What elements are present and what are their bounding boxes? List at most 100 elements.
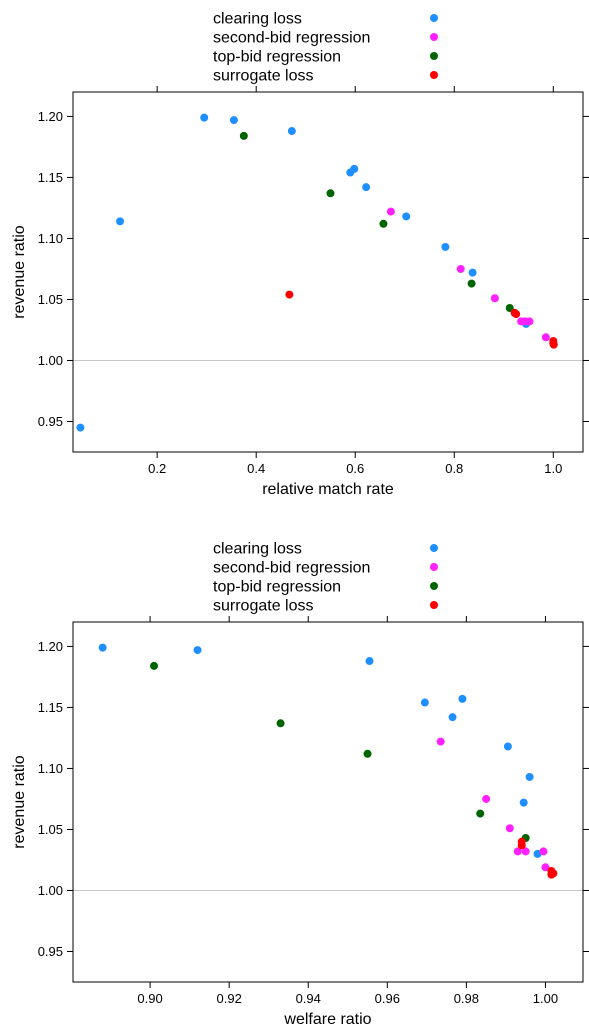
y-tick-label: 0.95 <box>38 414 63 429</box>
data-point <box>448 713 457 722</box>
legend-label: second-bid regression <box>213 30 370 47</box>
y-axis-label: revenue ratio <box>11 755 28 848</box>
data-point <box>362 183 371 192</box>
y-tick-label: 1.20 <box>38 639 63 654</box>
data-point <box>229 116 238 125</box>
series-surrogate-loss <box>285 290 558 349</box>
data-point <box>276 719 285 728</box>
y-tick-label: 1.15 <box>38 170 63 185</box>
data-point <box>505 304 514 312</box>
y-axis-label: revenue ratio <box>11 225 28 318</box>
x-tick-label: 0.94 <box>296 991 321 1006</box>
chart-2: clearing loss second-bid regression top-bi… <box>11 541 589 1028</box>
data-point <box>490 294 499 303</box>
data-point <box>467 279 476 288</box>
series-second-bid-regression <box>436 737 550 872</box>
data-point <box>476 809 485 818</box>
series-clearing-loss <box>98 643 542 858</box>
legend-label: surrogate loss <box>213 598 314 615</box>
x-tick-label: 0.8 <box>445 461 463 476</box>
data-point <box>521 847 530 856</box>
data-point <box>363 749 372 758</box>
data-point <box>468 268 477 277</box>
data-point <box>512 310 521 319</box>
legend-marker <box>430 14 438 22</box>
data-point <box>350 164 359 173</box>
x-tick-label: 0.6 <box>346 461 364 476</box>
data-point <box>517 841 526 850</box>
legend-label: top-bid regression <box>213 579 341 596</box>
plot-frame <box>72 621 584 983</box>
data-point <box>513 847 522 856</box>
data-point <box>200 113 209 122</box>
x-axis-label: relative match rate <box>262 481 394 498</box>
data-point <box>547 870 556 879</box>
chart-1: clearing loss second-bid regression top-bi… <box>11 11 589 498</box>
legend-label: second-bid regression <box>213 560 370 577</box>
data-point <box>525 317 534 326</box>
series-second-bid-regression <box>386 207 550 342</box>
data-point <box>98 643 107 652</box>
data-point <box>287 127 296 136</box>
data-point <box>539 847 548 856</box>
y-tick-label: 1.05 <box>38 292 63 307</box>
legend-marker <box>430 71 438 79</box>
x-tick-label: 1.0 <box>544 461 562 476</box>
y-tick-label: 0.95 <box>38 944 63 959</box>
data-point <box>386 207 395 216</box>
y-tick-label: 1.20 <box>38 109 63 124</box>
y-tick-label: 1.00 <box>38 353 63 368</box>
legend-marker <box>430 544 438 552</box>
legend-label: top-bid regression <box>213 49 341 66</box>
plot-frame <box>72 91 584 453</box>
x-tick-label: 0.4 <box>247 461 265 476</box>
data-point <box>116 217 125 226</box>
data-point <box>193 646 202 655</box>
legend-label: clearing loss <box>213 541 302 558</box>
series-clearing-loss <box>76 113 531 432</box>
y-tick-label: 1.10 <box>38 761 63 776</box>
legend-marker <box>430 33 438 41</box>
data-point <box>482 794 491 803</box>
data-point <box>239 131 248 140</box>
legend: clearing loss second-bid regression top-bi… <box>213 541 438 615</box>
y-tick-label: 1.10 <box>38 231 63 246</box>
data-point <box>365 657 374 666</box>
legend-marker <box>430 52 438 60</box>
x-tick-label: 0.2 <box>148 461 166 476</box>
data-point <box>76 423 85 432</box>
series-top-bid-regression <box>150 661 530 842</box>
x-tick-label: 1.00 <box>533 991 558 1006</box>
data-point <box>525 772 534 781</box>
y-tick-label: 1.15 <box>38 700 63 715</box>
data-point <box>541 333 550 342</box>
data-point <box>402 212 411 221</box>
x-tick-label: 0.92 <box>217 991 242 1006</box>
legend-marker <box>430 582 438 590</box>
data-point <box>456 264 465 273</box>
data-point <box>420 698 429 707</box>
legend-label: clearing loss <box>213 11 302 28</box>
legend-marker <box>430 601 438 609</box>
series-top-bid-regression <box>239 131 514 312</box>
x-tick-label: 0.96 <box>375 991 400 1006</box>
data-point <box>519 798 528 807</box>
x-tick-label: 0.90 <box>137 991 162 1006</box>
data-point <box>150 661 159 670</box>
y-tick-label: 1.00 <box>38 883 63 898</box>
data-point <box>549 340 558 349</box>
legend-marker <box>430 563 438 571</box>
data-point <box>505 824 514 833</box>
data-point <box>541 863 550 872</box>
data-point <box>285 290 294 299</box>
series-surrogate-loss <box>517 837 558 879</box>
data-point <box>441 242 450 251</box>
x-axis-label: welfare ratio <box>283 1011 371 1028</box>
x-tick-label: 0.98 <box>454 991 479 1006</box>
y-tick-label: 1.05 <box>38 822 63 837</box>
data-point <box>458 694 467 703</box>
data-point <box>326 189 335 198</box>
legend-label: surrogate loss <box>213 68 314 85</box>
data-point <box>379 219 388 228</box>
